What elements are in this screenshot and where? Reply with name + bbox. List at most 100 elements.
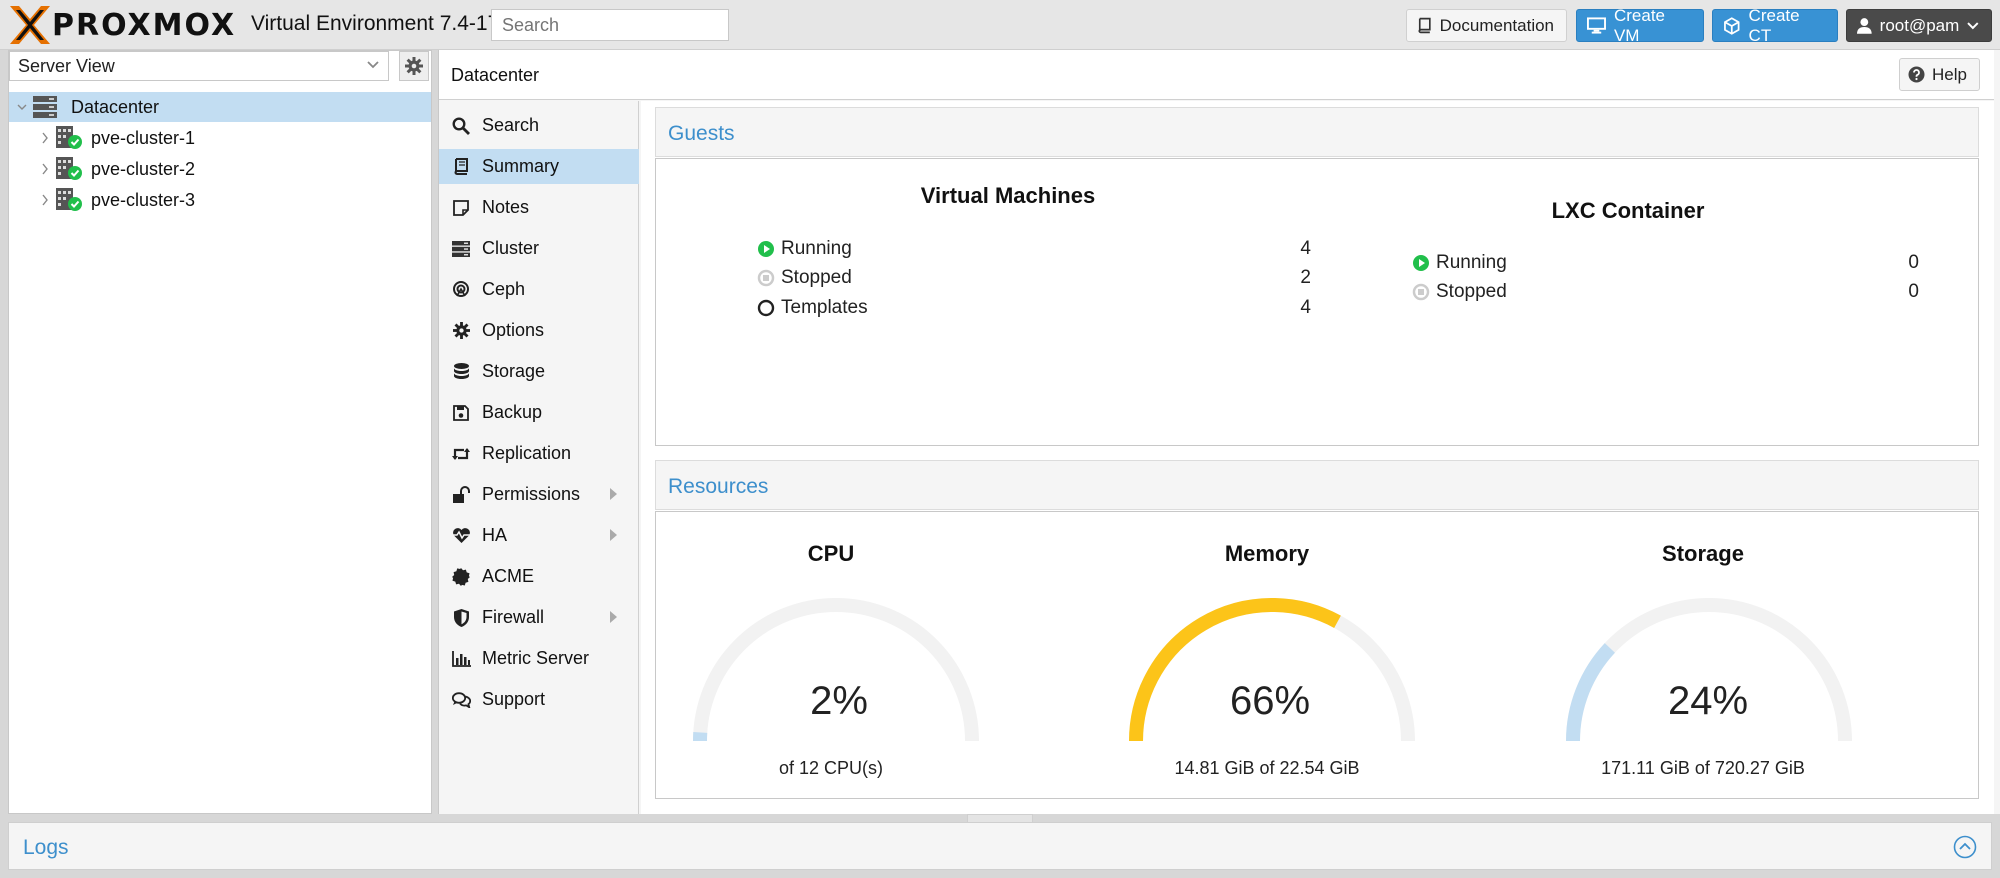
nav-item-label: Metric Server: [482, 648, 590, 668]
lxc-stopped-row: Stopped: [1412, 281, 1507, 303]
nav-item-label: Summary: [482, 156, 560, 176]
floppy-icon: [451, 403, 471, 423]
chevron-right-icon[interactable]: [41, 132, 49, 144]
nav-item-storage[interactable]: Storage: [439, 354, 639, 389]
search-icon: [451, 116, 471, 136]
node-online-icon: [56, 188, 82, 211]
server-icon: [451, 239, 471, 259]
vm-running-label: Running: [781, 238, 852, 259]
lxc-stopped-count: 0: [1908, 281, 1919, 302]
nav-item-notes[interactable]: Notes: [439, 190, 639, 225]
nav-item-label: HA: [482, 525, 508, 545]
storage-title: Storage: [1662, 541, 1744, 566]
node-online-icon: [56, 157, 82, 180]
create-ct-button[interactable]: Create CT: [1712, 6, 1838, 45]
help-button[interactable]: Help: [1899, 58, 1980, 91]
logs-panel[interactable]: Logs: [8, 822, 1992, 870]
documentation-label: Documentation: [1439, 15, 1554, 35]
ceph-icon: [451, 280, 471, 300]
gear-icon: [405, 57, 423, 75]
nav-item-label: Backup: [482, 402, 543, 422]
comments-icon: [451, 690, 471, 710]
vm-section-title: Virtual Machines: [920, 183, 1096, 208]
unlock-icon: [451, 485, 471, 505]
circle-outline-icon: [757, 299, 775, 317]
cpu-title: CPU: [807, 541, 855, 566]
book-icon: [451, 157, 471, 177]
tree-item-label: pve-cluster-3: [91, 189, 196, 210]
chevron-right-icon[interactable]: [41, 194, 49, 206]
monitor-icon: [1587, 17, 1606, 34]
play-circle-icon: [1413, 255, 1429, 271]
nav-item-label: Ceph: [482, 279, 526, 299]
nav-item-firewall[interactable]: Firewall: [439, 600, 639, 635]
play-circle-icon: [758, 241, 774, 257]
tree-item-datacenter[interactable]: Datacenter: [9, 92, 431, 122]
nav-item-label: Storage: [482, 361, 546, 381]
memory-title: Memory: [1224, 541, 1310, 566]
user-menu-button[interactable]: root@pam: [1846, 9, 1992, 42]
server-view-select[interactable]: Server View: [9, 51, 389, 81]
logo-wordmark: PROXMOX: [52, 7, 237, 43]
create-ct-label: Create CT: [1748, 5, 1800, 45]
memory-detail: 14.81 GiB of 22.54 GiB: [1174, 758, 1360, 778]
notes-icon: [451, 198, 471, 218]
nav-item-ceph[interactable]: Ceph: [439, 272, 639, 307]
nav-item-ha[interactable]: HA: [439, 518, 639, 553]
top-bar: PROXMOX Virtual Environment 7.4-17 Docum…: [0, 0, 2000, 50]
tree-settings-button[interactable]: [399, 51, 429, 81]
page-title: Datacenter: [451, 65, 540, 85]
datacenter-nav: Search Summary Notes Cluster Ceph Option…: [439, 101, 639, 814]
memory-percent: 66%: [1229, 679, 1311, 723]
lxc-running-row: Running: [1412, 252, 1507, 274]
memory-gauge-fill: [1129, 598, 1341, 742]
nav-item-acme[interactable]: ACME: [439, 559, 639, 594]
nav-item-label: Notes: [482, 197, 530, 217]
database-icon: [451, 362, 471, 382]
shield-icon: [451, 608, 471, 628]
node-online-icon: [56, 126, 82, 149]
cpu-gauge: [693, 598, 979, 742]
tree-item-node[interactable]: pve-cluster-1: [9, 123, 431, 153]
vm-templates-row: Templates: [757, 297, 868, 319]
chevron-right-icon[interactable]: [41, 163, 49, 175]
cpu-detail: of 12 CPU(s): [778, 758, 884, 778]
lxc-section-title: LXC Container: [1551, 198, 1705, 223]
lxc-running-count: 0: [1908, 252, 1919, 273]
nav-item-permissions[interactable]: Permissions: [439, 477, 639, 512]
version-label: Virtual Environment 7.4-17: [251, 12, 500, 35]
nav-item-options[interactable]: Options: [439, 313, 639, 348]
nav-item-label: Replication: [482, 443, 572, 463]
memory-gauge: [1129, 598, 1415, 742]
nav-item-backup[interactable]: Backup: [439, 395, 639, 430]
logs-title: Logs: [23, 836, 69, 859]
nav-item-summary[interactable]: Summary: [439, 149, 639, 184]
vm-templates-label: Templates: [781, 297, 868, 318]
storage-detail: 171.11 GiB of 720.27 GiB: [1601, 758, 1805, 778]
search-input[interactable]: [491, 9, 729, 41]
nav-item-search[interactable]: Search: [439, 108, 639, 143]
guests-panel-title: Guests: [655, 107, 1979, 157]
vm-running-row: Running: [757, 238, 852, 260]
vm-stopped-row: Stopped: [757, 267, 852, 289]
question-circle-icon: [1908, 66, 1925, 83]
tree-item-node[interactable]: pve-cluster-2: [9, 154, 431, 184]
nav-item-replication[interactable]: Replication: [439, 436, 639, 471]
nav-item-metric-server[interactable]: Metric Server: [439, 641, 639, 676]
create-vm-button[interactable]: Create VM: [1576, 6, 1704, 45]
nav-item-cluster[interactable]: Cluster: [439, 231, 639, 266]
nav-item-label: Firewall: [482, 607, 545, 627]
nav-item-label: Permissions: [482, 484, 581, 504]
logs-resize-handle[interactable]: [967, 814, 1033, 822]
documentation-button[interactable]: Documentation: [1406, 9, 1567, 42]
tree-item-node[interactable]: pve-cluster-3: [9, 185, 431, 215]
chevron-down-icon[interactable]: [17, 102, 27, 112]
submenu-arrow-icon: [610, 611, 617, 623]
proxmox-logo[interactable]: PROXMOX: [10, 6, 236, 44]
chevron-up-circle-icon[interactable]: [1953, 835, 1977, 859]
guests-panel: Virtual Machines Running 4 Stopped 2 Tem…: [655, 158, 1979, 446]
nav-item-support[interactable]: Support: [439, 682, 639, 717]
vm-templates-count: 4: [1300, 297, 1311, 318]
heartbeat-icon: [451, 526, 471, 546]
resources-title-label: Resources: [668, 475, 769, 498]
